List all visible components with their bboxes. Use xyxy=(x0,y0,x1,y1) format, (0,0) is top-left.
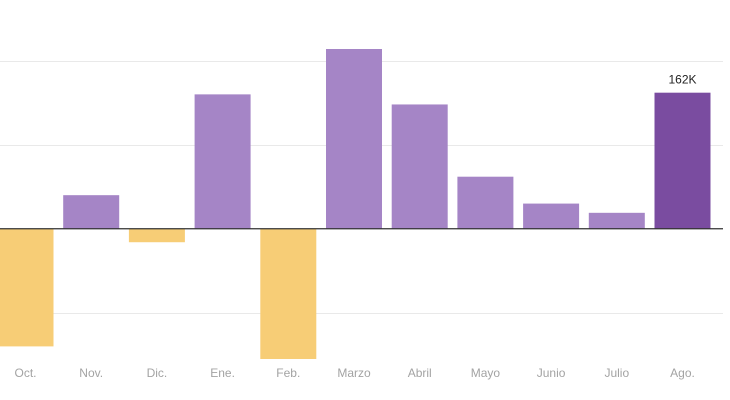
x-tick-label: Marzo xyxy=(337,366,371,380)
bar-nov xyxy=(63,195,120,229)
bar-marzo xyxy=(326,49,382,229)
bar-dic xyxy=(128,228,185,243)
x-tick-label: Ago. xyxy=(670,366,695,380)
x-tick-label: Mayo xyxy=(471,366,501,380)
bar-feb xyxy=(260,228,317,359)
data-label: 162K xyxy=(668,73,696,87)
x-tick-label: Junio xyxy=(537,366,566,380)
x-tick-label: Feb. xyxy=(276,366,300,380)
labels: Oct. Nov. Dic. Ene. Feb. Marzo Abril Mayo Junio J… xyxy=(14,73,696,380)
x-tick-label: Dic. xyxy=(147,366,168,380)
bar-julio xyxy=(588,212,645,229)
bar-junio xyxy=(523,203,580,229)
bars xyxy=(0,49,711,359)
bar-mayo xyxy=(457,176,514,229)
bar-ene xyxy=(194,94,251,229)
x-tick-label: Abril xyxy=(408,366,432,380)
x-tick-label: Oct. xyxy=(14,366,36,380)
bar-abril xyxy=(391,104,448,229)
bar-oct xyxy=(0,228,54,347)
bar-ago xyxy=(654,92,711,229)
x-tick-label: Ene. xyxy=(210,366,235,380)
x-tick-label: Nov. xyxy=(79,366,103,380)
x-tick-label: Julio xyxy=(604,366,629,380)
